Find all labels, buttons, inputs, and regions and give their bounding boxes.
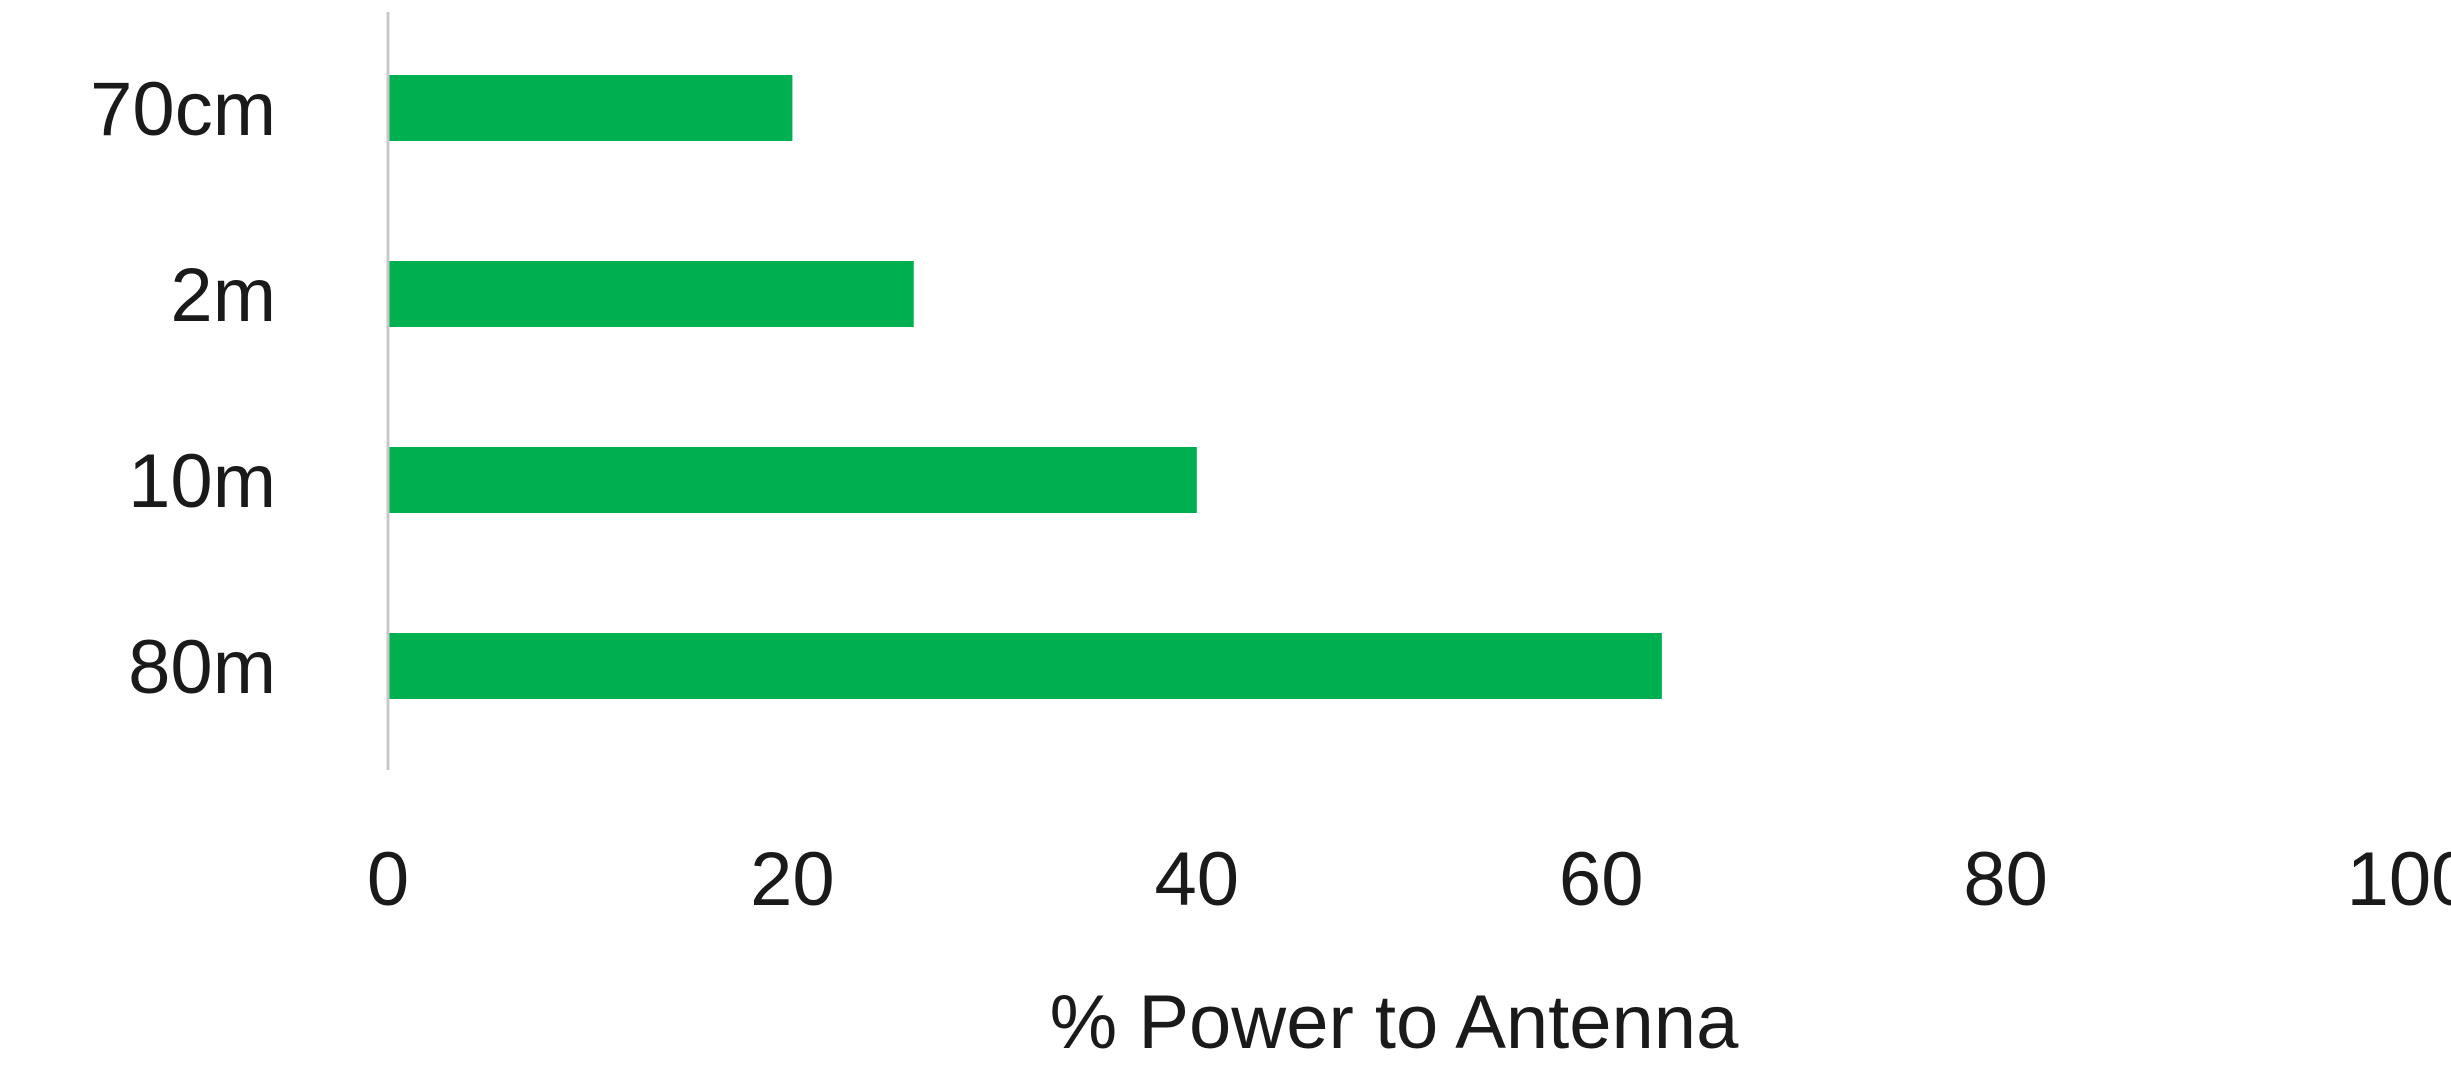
category-label-80m: 80m (128, 625, 276, 710)
category-label-2m: 2m (170, 253, 276, 338)
category-label-70cm: 70cm (90, 67, 276, 152)
bar-2m (389, 261, 914, 327)
x-tick-label-0: 0 (367, 837, 409, 922)
bars-group (389, 75, 1662, 699)
bar-70cm (389, 75, 793, 141)
x-tick-label-80: 80 (1963, 837, 2048, 922)
x-tick-label-20: 20 (750, 837, 835, 922)
bar-10m (389, 447, 1197, 513)
bar-80m (389, 633, 1662, 699)
category-label-10m: 10m (128, 439, 276, 524)
x-tick-label-60: 60 (1559, 837, 1644, 922)
x-tick-labels-group: 0 20 40 60 80 100 (367, 837, 2451, 922)
x-axis-title: % Power to Antenna (1050, 980, 1739, 1065)
x-tick-label-100: 100 (2347, 837, 2451, 922)
category-labels-group: 70cm 2m 10m 80m (90, 67, 276, 710)
x-tick-label-40: 40 (1155, 837, 1240, 922)
